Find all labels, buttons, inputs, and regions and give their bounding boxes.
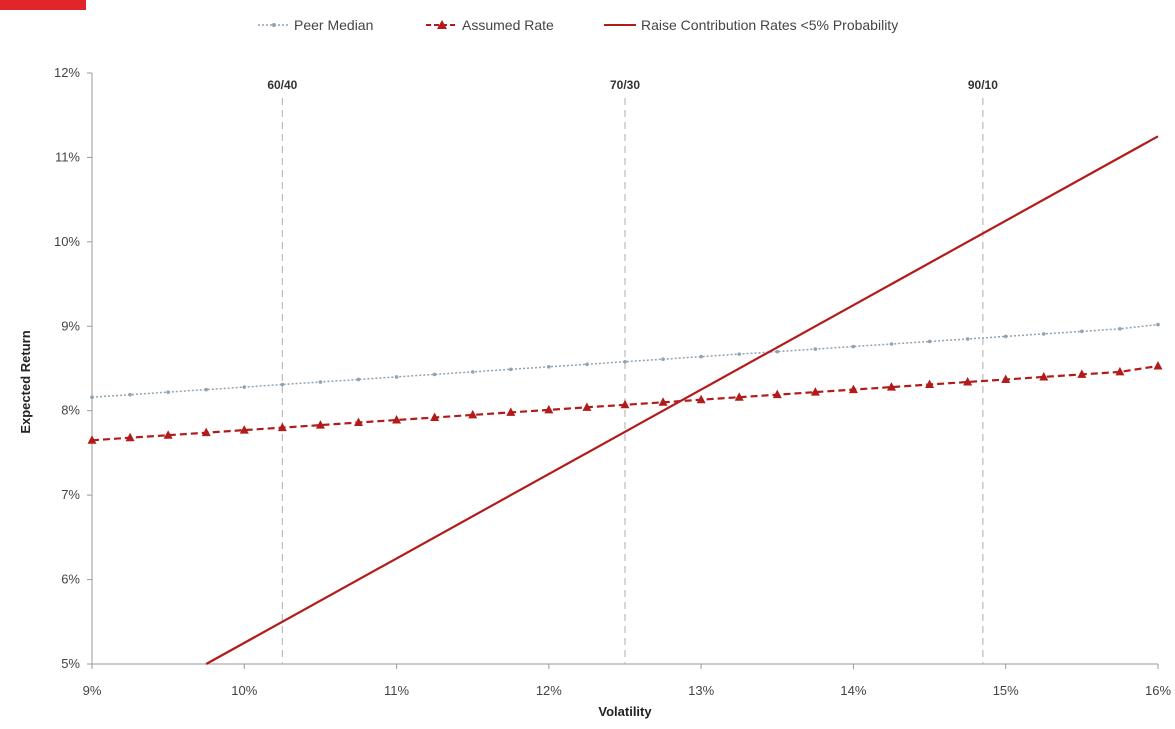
point-assumed-rate [544, 404, 554, 414]
point-peer-median [508, 367, 513, 372]
legend: Peer Median Assumed Rate Raise Contribut… [258, 17, 898, 33]
point-assumed-rate [620, 399, 630, 409]
point-assumed-rate [87, 435, 97, 444]
point-peer-median [1118, 327, 1122, 331]
corner-mark [0, 0, 86, 10]
x-tick-label: 10% [231, 683, 257, 698]
point-assumed-rate [1039, 371, 1049, 381]
x-tick-label: 9% [83, 683, 102, 698]
point-assumed-rate [887, 382, 896, 391]
series-line-raise-contribution-rates-5-probability [205, 135, 1159, 665]
point-peer-median [1080, 329, 1084, 334]
y-tick-label: 12% [54, 65, 80, 80]
point-assumed-rate [468, 409, 478, 419]
y-tick-label: 6% [61, 572, 80, 587]
point-peer-median [432, 372, 437, 377]
y-tick-label: 5% [61, 656, 80, 671]
point-peer-median [889, 342, 894, 346]
x-tick-label: 15% [993, 683, 1019, 698]
point-assumed-rate [163, 430, 173, 439]
x-tick-label: 13% [688, 683, 714, 698]
point-peer-median [280, 382, 285, 387]
legend-item-raise-contribution: Raise Contribution Rates <5% Probability [604, 17, 898, 33]
point-peer-median [1041, 332, 1046, 336]
legend-marker-assumed-rate [437, 20, 447, 29]
vertical-reference-lines: 60/40 70/30 90/10 [267, 78, 998, 664]
y-axis-title: Expected Return [18, 330, 33, 433]
point-assumed-rate [963, 377, 973, 386]
point-peer-median [813, 347, 818, 351]
point-peer-median [547, 365, 551, 369]
y-tick-label: 10% [54, 234, 80, 249]
point-peer-median [661, 357, 665, 362]
point-assumed-rate [848, 384, 858, 394]
x-tick-label: 14% [840, 683, 866, 698]
point-peer-median [318, 380, 323, 384]
point-assumed-rate [315, 420, 325, 429]
point-assumed-rate [430, 412, 440, 421]
legend-label-raise-contribution: Raise Contribution Rates <5% Probability [641, 17, 898, 33]
point-peer-median [394, 375, 399, 379]
x-tick-label: 12% [536, 683, 562, 698]
vline-label-60-40: 60/40 [267, 78, 297, 92]
x-axis-ticks: 9% 10% 11% 12% 13% 14% 15% 16% [83, 664, 1171, 698]
y-tick-label: 8% [61, 403, 80, 418]
point-peer-median [470, 370, 475, 374]
point-assumed-rate [277, 422, 287, 432]
point-assumed-rate [1077, 369, 1087, 378]
point-assumed-rate [810, 387, 820, 396]
series-layer [87, 135, 1163, 665]
point-assumed-rate [354, 417, 363, 427]
vline-label-70-30: 70/30 [610, 78, 640, 92]
y-tick-label: 7% [61, 487, 80, 502]
point-peer-median [699, 354, 703, 359]
legend-marker-peer-median [272, 23, 276, 27]
y-tick-label: 11% [55, 149, 80, 164]
point-assumed-rate [772, 389, 782, 399]
point-peer-median [1156, 322, 1160, 327]
y-tick-label: 9% [61, 318, 80, 333]
point-peer-median [166, 390, 170, 394]
point-assumed-rate [658, 397, 668, 406]
point-assumed-rate [582, 402, 592, 411]
point-assumed-rate [1001, 374, 1011, 383]
point-assumed-rate [925, 379, 935, 389]
legend-item-peer-median: Peer Median [258, 17, 373, 33]
point-peer-median [90, 395, 94, 400]
point-peer-median [356, 377, 361, 382]
point-peer-median [128, 392, 132, 397]
point-assumed-rate [125, 432, 135, 442]
point-peer-median [851, 344, 856, 349]
point-assumed-rate [506, 407, 516, 416]
x-tick-label: 16% [1145, 683, 1171, 698]
point-peer-median [775, 349, 780, 354]
point-peer-median [965, 337, 970, 341]
point-peer-median [204, 387, 209, 392]
point-peer-median [585, 362, 589, 367]
point-assumed-rate [1115, 366, 1125, 376]
point-assumed-rate [1153, 360, 1163, 370]
legend-item-assumed-rate: Assumed Rate [426, 17, 554, 33]
point-peer-median [1003, 334, 1008, 339]
x-axis-title: Volatility [598, 704, 652, 719]
point-assumed-rate [734, 392, 744, 401]
point-assumed-rate [392, 415, 402, 424]
point-assumed-rate [201, 427, 211, 437]
vline-label-90-10: 90/10 [968, 78, 998, 92]
point-assumed-rate [696, 394, 706, 404]
point-peer-median [927, 339, 932, 344]
point-assumed-rate [239, 425, 249, 434]
point-peer-median [623, 359, 627, 364]
legend-label-assumed-rate: Assumed Rate [462, 17, 554, 33]
legend-label-peer-median: Peer Median [294, 17, 373, 33]
y-axis-ticks: 5% 6% 7% 8% 9% 10% 11% 12% [54, 65, 92, 671]
x-tick-label: 11% [384, 683, 409, 698]
point-peer-median [737, 352, 742, 356]
point-peer-median [242, 385, 247, 389]
